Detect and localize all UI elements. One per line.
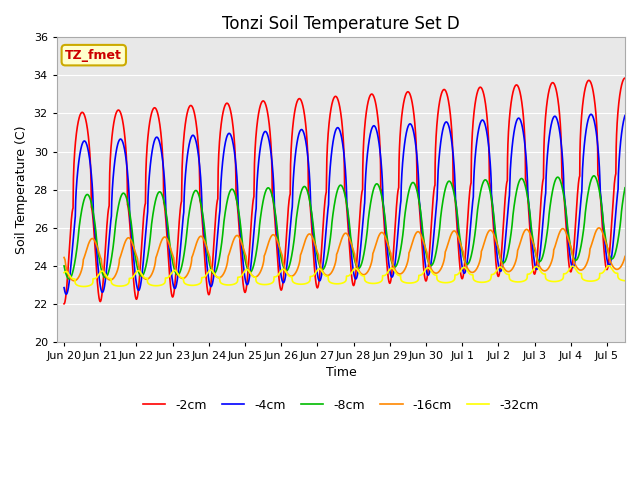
-16cm: [157, 238, 165, 244]
-8cm: [65, 276, 73, 282]
-2cm: [60, 301, 68, 307]
Line: -4cm: -4cm: [64, 114, 625, 294]
-16cm: [275, 244, 283, 250]
-4cm: [124, 178, 132, 184]
-32cm: [605, 263, 612, 269]
-4cm: [621, 113, 629, 119]
-8cm: [157, 191, 165, 196]
-4cm: [157, 149, 165, 155]
-2cm: [124, 204, 132, 209]
-32cm: [124, 281, 132, 287]
-8cm: [124, 202, 132, 208]
-16cm: [60, 254, 68, 260]
Line: -2cm: -2cm: [64, 78, 625, 304]
-4cm: [275, 258, 283, 264]
-32cm: [300, 281, 307, 287]
-8cm: [550, 182, 557, 188]
-16cm: [621, 253, 629, 259]
-8cm: [611, 253, 618, 259]
-8cm: [60, 263, 68, 269]
X-axis label: Time: Time: [326, 367, 356, 380]
-16cm: [611, 265, 618, 271]
-32cm: [80, 284, 88, 289]
-2cm: [300, 106, 307, 112]
Line: -32cm: -32cm: [64, 266, 625, 287]
-16cm: [124, 235, 132, 240]
-8cm: [300, 184, 307, 190]
-32cm: [611, 269, 618, 275]
-32cm: [621, 278, 629, 284]
-4cm: [587, 111, 595, 117]
Legend: -2cm, -4cm, -8cm, -16cm, -32cm: -2cm, -4cm, -8cm, -16cm, -32cm: [138, 394, 544, 417]
-8cm: [275, 244, 283, 250]
-32cm: [157, 282, 165, 288]
-2cm: [157, 135, 165, 141]
-4cm: [550, 114, 557, 120]
-4cm: [611, 227, 618, 233]
Text: TZ_fmet: TZ_fmet: [65, 48, 122, 61]
-2cm: [621, 75, 629, 81]
-4cm: [63, 291, 70, 297]
Title: Tonzi Soil Temperature Set D: Tonzi Soil Temperature Set D: [222, 15, 460, 33]
-2cm: [610, 185, 618, 191]
-16cm: [70, 278, 78, 284]
-2cm: [550, 80, 557, 86]
-4cm: [60, 285, 68, 290]
-32cm: [550, 279, 557, 285]
-16cm: [595, 225, 603, 231]
-8cm: [590, 173, 598, 179]
-16cm: [300, 242, 307, 248]
-32cm: [60, 270, 68, 276]
-8cm: [621, 185, 629, 191]
-4cm: [300, 130, 307, 135]
-16cm: [550, 247, 557, 252]
Line: -8cm: -8cm: [64, 176, 625, 279]
-2cm: [275, 277, 283, 283]
Line: -16cm: -16cm: [64, 228, 625, 281]
-32cm: [275, 270, 283, 276]
Y-axis label: Soil Temperature (C): Soil Temperature (C): [15, 125, 28, 254]
